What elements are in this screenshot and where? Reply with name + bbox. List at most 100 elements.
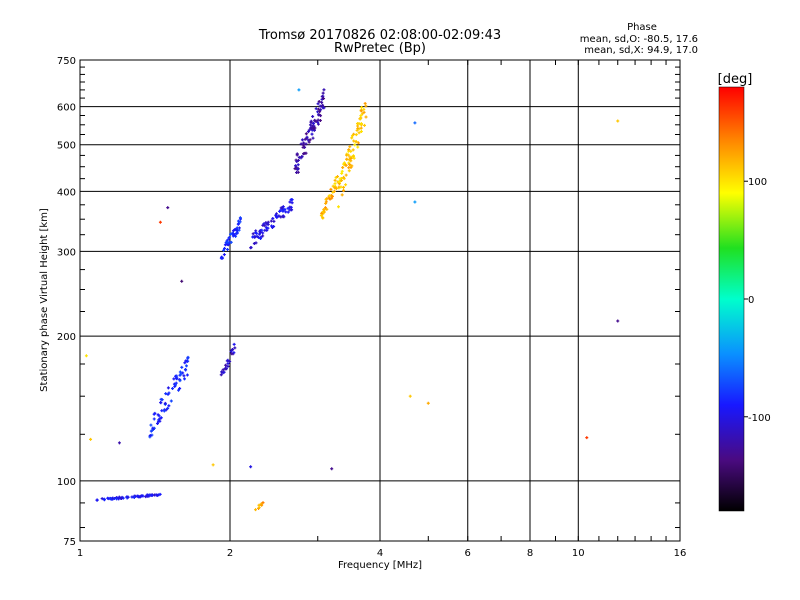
data-point (342, 175, 346, 179)
data-point (117, 496, 121, 500)
data-point (296, 167, 300, 171)
data-point (178, 379, 182, 383)
data-point (279, 215, 283, 219)
stats-line-o: mean, sd,O: -80.5, 17.6 (580, 34, 698, 45)
data-point (166, 386, 170, 390)
data-point (237, 228, 241, 232)
y-axis-label: Stationary phase Virtual Height [km] (39, 208, 50, 392)
data-point (283, 207, 287, 211)
data-point (408, 394, 412, 398)
data-point (364, 115, 368, 119)
data-point (316, 122, 320, 126)
data-point (175, 374, 179, 378)
data-point (311, 124, 315, 128)
data-point (177, 388, 181, 392)
data-point (220, 370, 224, 374)
data-point (249, 465, 253, 469)
data-point (319, 214, 323, 218)
data-point (320, 100, 324, 104)
data-point (183, 361, 187, 365)
data-point (323, 206, 327, 210)
data-point (359, 122, 363, 126)
data-point (223, 247, 227, 251)
data-point (260, 503, 264, 507)
data-point (347, 158, 351, 162)
data-point (156, 422, 160, 426)
data-point (279, 206, 283, 210)
data-point (299, 142, 303, 146)
colorbar-label: [deg] (718, 72, 753, 87)
data-point (304, 151, 308, 155)
data-point (235, 226, 239, 230)
data-point (164, 408, 168, 412)
data-point (172, 377, 176, 381)
data-point (307, 128, 311, 132)
data-point (84, 354, 88, 358)
data-point (281, 209, 285, 213)
data-point (149, 423, 153, 427)
data-point (184, 364, 188, 368)
data-point (232, 351, 236, 355)
data-point (616, 119, 620, 123)
data-point (307, 140, 311, 144)
data-point (284, 210, 288, 214)
x-tick-label: 10 (572, 548, 585, 559)
data-point (336, 175, 340, 179)
data-point (226, 364, 230, 368)
data-point (322, 208, 326, 212)
data-point (295, 152, 299, 156)
data-point (175, 377, 179, 381)
data-point (231, 347, 235, 351)
data-point (354, 140, 358, 144)
data-point (144, 495, 148, 499)
data-point (426, 401, 430, 405)
data-point (294, 164, 298, 168)
data-point (358, 117, 362, 121)
data-point (229, 349, 233, 353)
data-point (236, 222, 240, 226)
data-point (338, 179, 342, 183)
data-point (356, 124, 360, 128)
data-point (266, 226, 270, 230)
data-point (330, 467, 334, 471)
x-tick-label: 6 (465, 548, 471, 559)
data-point (352, 139, 356, 143)
data-point (317, 100, 321, 104)
data-point (360, 112, 364, 116)
data-point (221, 368, 225, 372)
data-point (356, 145, 360, 149)
data-point (228, 359, 232, 363)
y-tick-label: 200 (57, 332, 76, 343)
data-point (160, 409, 164, 413)
data-point (139, 494, 143, 498)
data-point (226, 358, 230, 362)
data-point (308, 123, 312, 127)
data-point (349, 156, 353, 160)
grid-lines (80, 60, 680, 541)
axis-ticks: 1 2 4 6 8 10 16 75 100 200 300 400 500 600 750 (57, 56, 686, 559)
data-point (219, 373, 223, 377)
data-point (159, 401, 163, 405)
data-point (362, 107, 366, 111)
data-point (184, 359, 188, 363)
data-point (261, 501, 265, 505)
colorbar-tick-label: 100 (748, 177, 767, 188)
data-point (211, 463, 215, 467)
data-point (270, 224, 274, 228)
data-point (183, 367, 187, 371)
data-point (154, 493, 158, 497)
data-point (353, 143, 357, 147)
data-point (342, 189, 346, 193)
data-point (231, 234, 235, 238)
data-point (230, 352, 234, 356)
data-point (223, 243, 227, 247)
x-tick-label: 8 (527, 548, 533, 559)
data-point (286, 210, 290, 214)
data-point (364, 104, 368, 108)
data-point (288, 205, 292, 209)
data-point (249, 246, 253, 250)
data-point (251, 235, 255, 239)
data-point (363, 123, 367, 127)
data-point (148, 434, 152, 438)
data-point (362, 110, 366, 114)
